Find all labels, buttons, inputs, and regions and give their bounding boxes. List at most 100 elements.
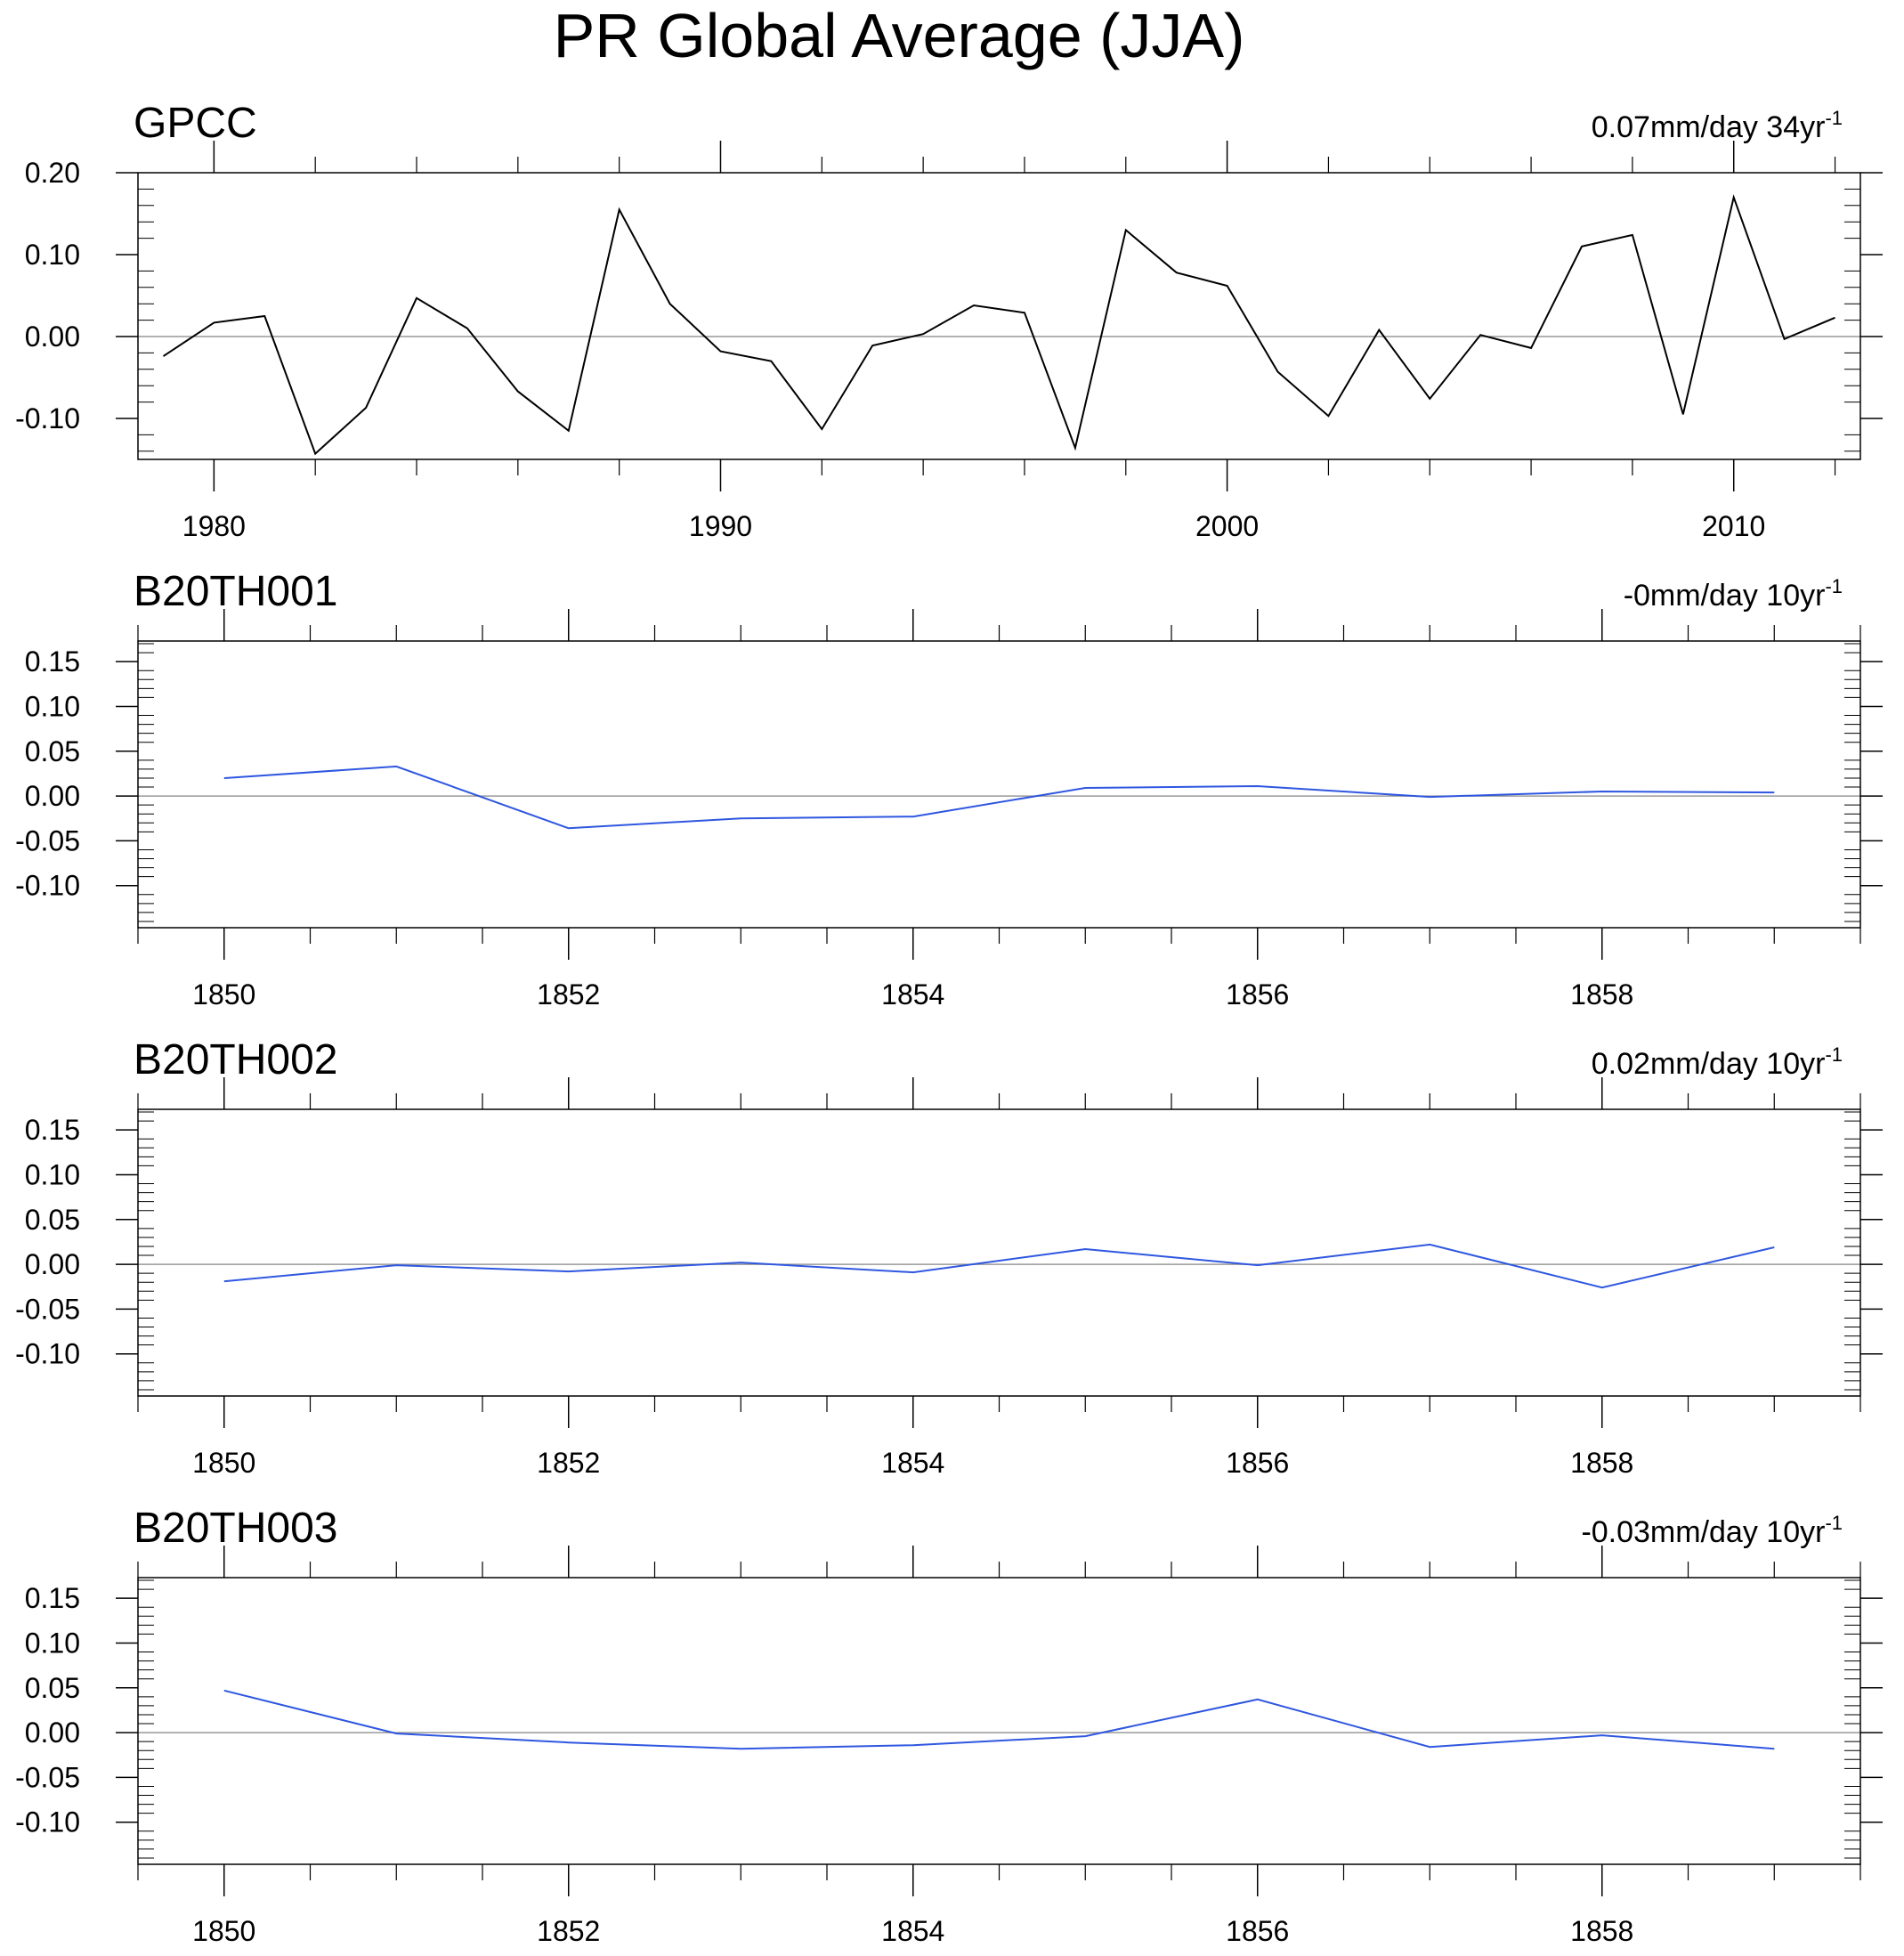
series-line [223,1243,1775,1289]
y-tick-label: -0.10 [15,402,80,434]
data-point [213,321,215,323]
trend-label: -0mm/day 10yr-1 [1624,575,1843,613]
y-tick-label: 0.15 [25,1114,80,1146]
x-tick-label: 1850 [192,1915,255,1947]
data-point [1733,197,1735,199]
y-tick-label: -0.05 [15,824,80,856]
panel-1: GPCC 0.07mm/day 34yr-1 0.20 0.10 0.00 -0.10 19… [15,100,1883,542]
trend-exponent: -1 [1825,1043,1843,1066]
data-point [1277,371,1279,373]
x-tick-label: 1858 [1570,978,1633,1010]
data-point [1084,1735,1086,1737]
x-tick-label: 1852 [537,1915,600,1947]
panel-title: B20TH003 [134,1505,337,1552]
data-point [223,777,225,779]
y-tick-label: 0.00 [25,1248,80,1280]
y-tick-label: 0.05 [25,1204,80,1236]
data-point [1227,285,1228,287]
data-point [922,333,924,335]
y-tick-label: 0.10 [25,1158,80,1190]
y-tick-label: 0.10 [25,1627,80,1659]
y-tick-label: 0.00 [25,321,80,353]
data-point [1257,785,1259,787]
y-tick-label: -0.05 [15,1761,80,1793]
data-point [1176,272,1178,273]
panel-title: B20TH002 [134,1036,337,1084]
y-tick-label: 0.10 [25,239,80,271]
data-point [1257,1699,1259,1700]
data-point [1530,347,1532,349]
trend-value: -0.03mm/day 10yr [1581,1515,1825,1549]
data-point [1257,1264,1259,1266]
plot-frame [137,172,1861,460]
data-point [1773,1748,1775,1749]
data-point [1074,447,1076,449]
data-point [770,361,772,362]
data-point [1429,398,1430,400]
y-tick-label: -0.10 [15,1806,80,1838]
data-point [568,1270,570,1272]
data-point [1429,1244,1430,1246]
panels: GPCC 0.07mm/day 34yr-10.200.100.00-0.1019… [15,100,1883,1947]
plot-frame [137,640,1861,929]
data-point [568,1741,570,1743]
data-point [719,351,721,353]
y-tick-label: -0.10 [15,870,80,902]
data-point [1601,1734,1603,1736]
y-tick-label: 0.10 [25,690,80,722]
x-tick-label: 1856 [1226,1915,1289,1947]
data-point [619,208,620,210]
data-point [1773,791,1775,793]
data-point [973,304,975,306]
trend-value: 0.02mm/day 10yr [1592,1047,1826,1081]
trend-exponent: -1 [1825,575,1843,597]
x-tick-label: 1858 [1570,1447,1633,1479]
x-tick-label: 1850 [192,978,255,1010]
data-point [1601,1286,1603,1288]
plot-frame [137,1577,1861,1865]
data-point [1125,229,1127,231]
trend-value: 0.07mm/day 34yr [1592,110,1826,144]
y-tick-label: 0.00 [25,1717,80,1749]
panel-3: B20TH002 0.02mm/day 10yr-1 0.15 0.10 0.05 0.0… [15,1036,1883,1479]
data-point [1479,334,1481,336]
data-point [1632,234,1633,236]
data-point [1429,796,1430,798]
data-point [395,1264,397,1266]
data-point [466,328,468,329]
data-point [1429,1746,1430,1748]
data-point [1784,338,1786,340]
x-tick-label: 1990 [689,510,752,542]
trend-label: 0.02mm/day 10yr-1 [1592,1043,1843,1081]
x-tick-label: 1980 [182,510,246,542]
y-tick-label: 0.05 [25,735,80,767]
data-point [740,1748,741,1749]
x-tick-label: 2000 [1195,510,1259,542]
trend-exponent: -1 [1825,107,1843,129]
y-tick-label: 0.00 [25,780,80,812]
data-point [740,1262,741,1263]
x-tick-label: 1850 [192,1447,255,1479]
panel-title: B20TH001 [134,568,337,615]
data-point [821,428,822,430]
y-tick-label: 0.15 [25,645,80,678]
series-line [223,765,1775,830]
data-point [162,355,164,357]
data-point [912,816,914,817]
y-tick-label: -0.05 [15,1293,80,1325]
data-point [1378,329,1380,331]
figure-title: PR Global Average (JJA) [554,1,1245,70]
data-point [365,407,367,409]
trend-label: 0.07mm/day 34yr-1 [1592,107,1843,144]
data-point [1024,312,1025,313]
data-point [1773,1246,1775,1248]
y-tick-label: -0.10 [15,1338,80,1370]
data-point [1835,317,1836,319]
x-tick-label: 1858 [1570,1915,1633,1947]
trend-label: -0.03mm/day 10yr-1 [1581,1512,1843,1549]
data-point [740,817,741,819]
x-tick-label: 1854 [881,1915,944,1947]
x-tick-label: 1852 [537,1447,600,1479]
x-tick-label: 1854 [881,978,944,1010]
